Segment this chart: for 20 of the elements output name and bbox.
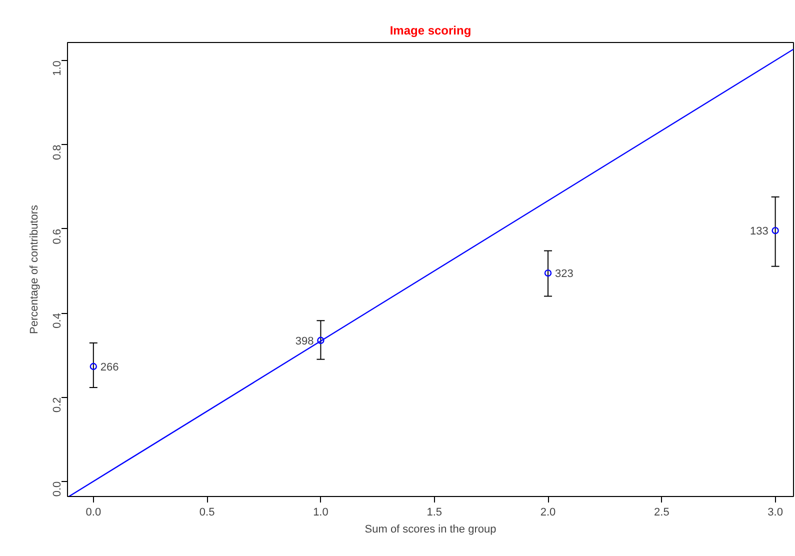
x-tick-label: 1.5 <box>426 506 442 518</box>
x-tick-label: 3.0 <box>768 506 783 518</box>
x-axis-title: Sum of scores in the group <box>364 524 496 536</box>
annotation: 266 <box>100 361 119 374</box>
x-tick-label: 2.0 <box>540 506 556 518</box>
chart-title: Image scoring <box>390 24 472 38</box>
y-tick-label: 0.0 <box>52 481 64 497</box>
y-tick-label: 0.8 <box>52 144 64 160</box>
x-tick-label: 1.0 <box>313 506 328 518</box>
y-tick-label: 1.0 <box>52 60 64 76</box>
x-tick-label: 0.0 <box>86 506 102 518</box>
x-tick-label: 2.5 <box>654 506 670 518</box>
annotation: 133 <box>750 226 768 238</box>
annotation: 323 <box>555 268 574 280</box>
y-tick-label: 0.6 <box>52 228 64 244</box>
x-tick-label: 0.5 <box>199 506 215 518</box>
annotation: 398 <box>295 335 314 348</box>
y-tick-label: 0.2 <box>52 397 64 412</box>
y-axis-title: Percentage of contributors <box>28 204 40 334</box>
y-tick-label: 0.4 <box>52 313 64 328</box>
